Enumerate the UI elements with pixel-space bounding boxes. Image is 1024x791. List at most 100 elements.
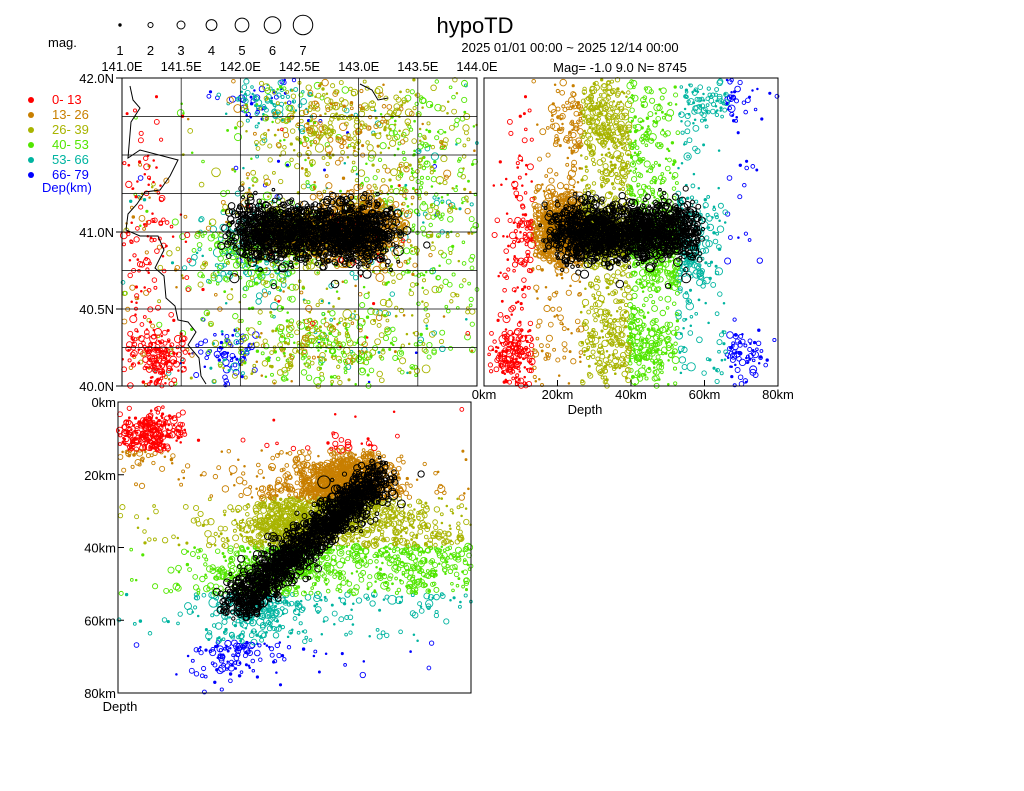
mag-legend-label: mag.: [48, 35, 77, 50]
map-event: [139, 131, 143, 135]
map-event: [414, 120, 416, 122]
map-event: [210, 367, 212, 369]
map-event: [468, 232, 470, 234]
map-event: [183, 350, 187, 354]
map-event: [244, 355, 246, 357]
mag-legend-circle: [119, 24, 121, 26]
map-event: [277, 194, 282, 199]
map-event: [323, 169, 325, 171]
map-event: [366, 337, 368, 339]
map-event: [406, 333, 408, 335]
map-event: [291, 90, 293, 92]
map-event: [320, 131, 322, 133]
map-event: [234, 171, 236, 173]
map-event: [232, 334, 234, 336]
map-event: [326, 183, 332, 189]
map-event: [287, 368, 290, 371]
map-event: [360, 368, 364, 372]
map-event: [409, 289, 411, 291]
map-event: [306, 305, 312, 311]
map-event: [327, 339, 329, 341]
map-event: [201, 235, 204, 238]
map-event: [334, 318, 336, 320]
map-event: [132, 339, 134, 341]
depth-legend-dot: [28, 172, 34, 178]
map-event: [423, 274, 425, 276]
map-event: [429, 223, 433, 227]
map-event: [272, 171, 275, 174]
map-event: [338, 380, 342, 384]
map-event: [431, 85, 437, 91]
map-event: [395, 315, 397, 317]
map-event: [130, 285, 135, 290]
map-event: [463, 279, 466, 282]
map-event: [289, 354, 291, 356]
map-event: [418, 161, 420, 163]
map-event: [221, 200, 225, 204]
map-event: [216, 282, 219, 285]
map-event: [397, 260, 400, 263]
map-event: [284, 79, 286, 81]
map-event: [224, 291, 226, 293]
map-event: [251, 373, 253, 375]
map-event: [328, 137, 333, 142]
map-event: [471, 350, 473, 352]
map-event: [333, 375, 336, 378]
map-event: [439, 250, 444, 255]
stats-text: Mag= -1.0 9.0 N= 8745: [553, 60, 687, 75]
map-event: [419, 140, 421, 142]
map-event: [139, 336, 141, 338]
map-event: [207, 94, 211, 98]
map-event: [182, 277, 184, 279]
map-event: [155, 96, 157, 98]
map-event: [456, 186, 458, 188]
map-event: [405, 119, 411, 125]
map-event: [139, 163, 142, 166]
map-event: [182, 266, 186, 270]
map-event: [155, 349, 157, 351]
map-event: [268, 158, 272, 162]
map-event: [462, 97, 467, 102]
map-event: [339, 81, 343, 85]
map-event: [128, 331, 133, 336]
map-event: [413, 332, 415, 334]
map-event: [378, 158, 381, 161]
map-event: [277, 287, 279, 289]
map-event: [256, 147, 260, 151]
map-event: [347, 134, 350, 137]
map-event: [149, 321, 151, 323]
map-event: [360, 89, 363, 92]
depth-legend-dot: [28, 112, 34, 118]
map-event: [358, 170, 365, 177]
map-event: [153, 160, 155, 162]
map-event: [255, 125, 258, 128]
map-event: [353, 151, 358, 156]
map-event: [262, 361, 268, 367]
map-event: [327, 344, 331, 348]
map-event: [159, 138, 162, 141]
map-event: [152, 213, 154, 215]
map-event: [328, 121, 332, 125]
map-event: [133, 342, 135, 344]
map-event: [209, 323, 212, 326]
map-event: [412, 224, 415, 227]
map-event: [389, 128, 391, 130]
map-event: [351, 322, 354, 325]
map-event: [234, 356, 236, 358]
map-event: [140, 225, 142, 227]
map-event: [377, 323, 381, 327]
map-event: [421, 226, 426, 231]
map-event: [454, 188, 458, 192]
map-event: [456, 138, 461, 143]
map-event: [284, 341, 287, 344]
map-event: [319, 326, 321, 328]
mag-legend-value: 4: [208, 43, 215, 58]
map-event: [422, 123, 424, 125]
map-event: [353, 146, 355, 148]
map-event: [364, 106, 369, 111]
map-event: [301, 184, 306, 189]
depth-legend: 0- 1313- 2626- 3940- 5353- 6666- 79: [28, 92, 89, 182]
map-event: [287, 312, 289, 314]
map-event: [380, 185, 389, 194]
map-event: [432, 286, 439, 293]
